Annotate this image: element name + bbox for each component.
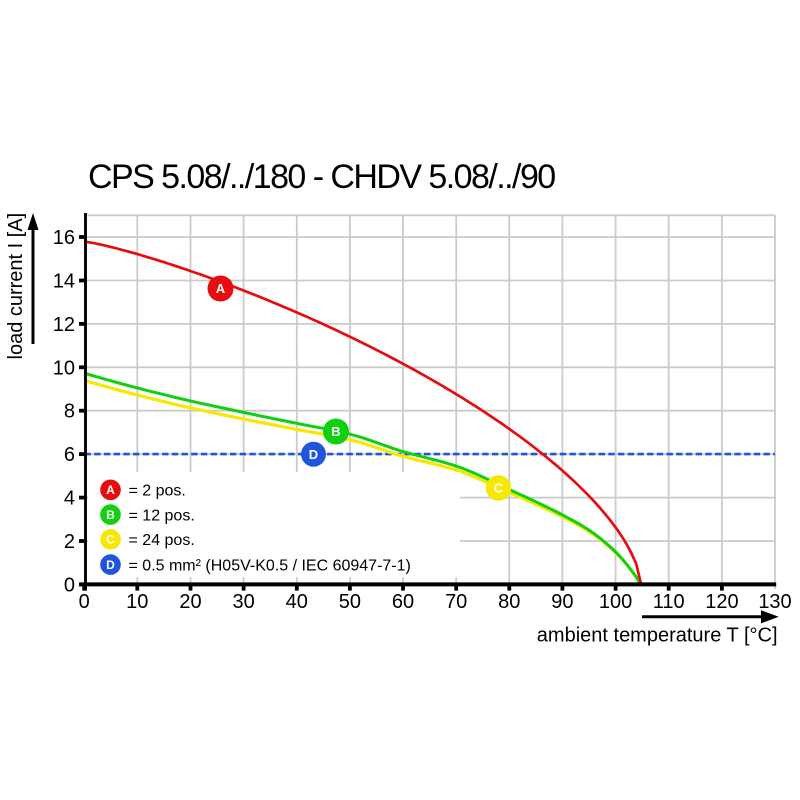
svg-text:20: 20: [179, 591, 201, 613]
svg-text:14: 14: [53, 271, 75, 293]
svg-text:12: 12: [53, 314, 75, 336]
svg-text:CPS 5.08/../180 - CHDV 5.08/..: CPS 5.08/../180 - CHDV 5.08/../90: [88, 158, 555, 196]
svg-text:2: 2: [64, 531, 75, 553]
svg-text:4: 4: [64, 488, 75, 510]
svg-text:60: 60: [392, 591, 414, 613]
svg-text:100: 100: [599, 591, 632, 613]
svg-text:130: 130: [758, 591, 791, 613]
svg-text:ambient temperature T [°C]: ambient temperature T [°C]: [537, 625, 778, 647]
svg-text:6: 6: [64, 444, 75, 466]
svg-text:= 24 pos.: = 24 pos.: [129, 532, 195, 549]
svg-text:= 0.5 mm² (H05V-K0.5 / IEC 609: = 0.5 mm² (H05V-K0.5 / IEC 60947-7-1): [129, 557, 411, 574]
svg-text:8: 8: [64, 401, 75, 423]
svg-text:A: A: [216, 281, 226, 296]
svg-text:50: 50: [339, 591, 361, 613]
svg-text:70: 70: [445, 591, 467, 613]
svg-text:0: 0: [79, 591, 90, 613]
svg-text:D: D: [309, 447, 318, 462]
svg-text:10: 10: [53, 357, 75, 379]
svg-text:16: 16: [53, 227, 75, 249]
svg-text:D: D: [106, 558, 115, 572]
svg-text:B: B: [331, 424, 340, 439]
svg-text:C: C: [106, 533, 115, 547]
svg-text:= 2 pos.: = 2 pos.: [129, 483, 186, 500]
svg-text:C: C: [494, 481, 504, 496]
svg-text:= 12 pos.: = 12 pos.: [129, 507, 195, 524]
svg-text:40: 40: [286, 591, 308, 613]
svg-text:load current I [A]: load current I [A]: [5, 213, 27, 360]
svg-text:110: 110: [653, 591, 685, 613]
svg-text:B: B: [106, 508, 115, 522]
svg-text:10: 10: [126, 591, 148, 613]
svg-text:30: 30: [232, 591, 254, 613]
svg-text:90: 90: [551, 591, 573, 613]
svg-text:A: A: [106, 483, 115, 497]
svg-text:80: 80: [498, 591, 520, 613]
svg-text:0: 0: [64, 574, 75, 596]
svg-text:120: 120: [705, 591, 738, 613]
